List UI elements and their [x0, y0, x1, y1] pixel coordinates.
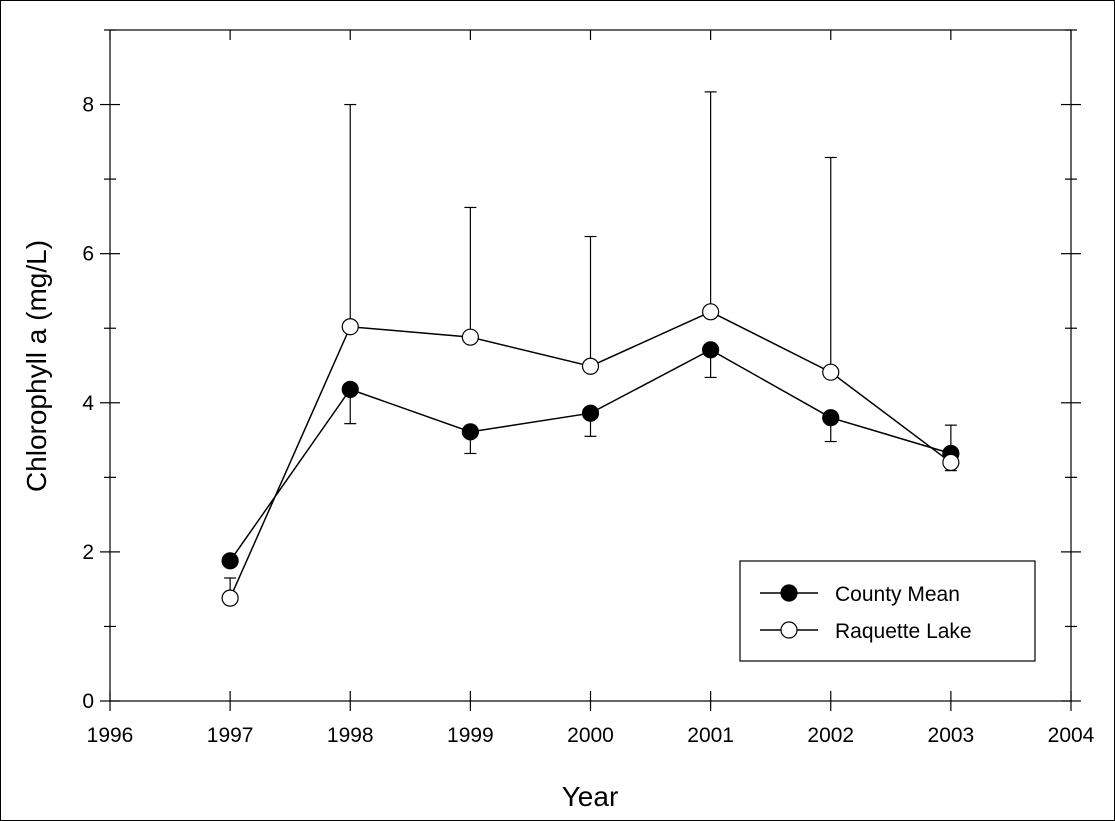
x-tick-label: 1999: [447, 724, 494, 747]
axis-ticks: [100, 29, 1081, 711]
point-county-mean: [702, 341, 720, 359]
x-tick-label: 2001: [687, 724, 734, 747]
series-markers: [221, 303, 960, 607]
x-axis-title: Year: [562, 781, 619, 812]
point-raquette-lake: [581, 357, 600, 375]
x-tick-label: 1996: [87, 724, 134, 747]
point-raquette-lake: [341, 318, 359, 336]
point-raquette-lake: [221, 589, 239, 607]
x-tick-label: 1997: [207, 724, 254, 747]
x-tick-label: 1998: [327, 724, 374, 747]
y-tick-label: 8: [82, 94, 94, 117]
point-county-mean: [822, 409, 840, 427]
legend: County Mean Raquette Lake: [739, 560, 1036, 662]
error-bars: [224, 91, 957, 599]
y-tick-label: 0: [82, 690, 94, 713]
y-tick-label: 2: [82, 541, 94, 564]
legend-label-raquette-lake: Raquette Lake: [835, 620, 972, 643]
x-tick-label: 2004: [1048, 724, 1095, 747]
point-county-mean: [581, 404, 600, 422]
y-tick-labels: 0 2 4 6 8: [82, 94, 94, 713]
y-axis-title: Chlorophyll a (mg/L): [21, 240, 52, 492]
point-raquette-lake: [461, 328, 479, 346]
x-tick-label: 2000: [567, 724, 614, 747]
x-tick-label: 2002: [807, 724, 854, 747]
point-raquette-lake: [702, 303, 720, 321]
legend-marker-county-mean: [780, 584, 798, 602]
legend-label-county-mean: County Mean: [835, 583, 960, 606]
point-raquette-lake: [942, 453, 960, 472]
y-tick-label: 6: [82, 243, 94, 266]
legend-marker-raquette-lake: [780, 621, 798, 639]
y-tick-label: 4: [82, 392, 94, 415]
point-county-mean: [341, 380, 359, 398]
x-tick-labels: 1996 1997 1998 1999 2000 2001 2002 2003 2004: [87, 724, 1095, 747]
legend-box: [739, 560, 1036, 662]
x-tick-label: 2003: [928, 724, 975, 747]
point-county-mean: [221, 552, 239, 570]
point-county-mean: [461, 423, 479, 441]
point-raquette-lake: [822, 363, 840, 381]
